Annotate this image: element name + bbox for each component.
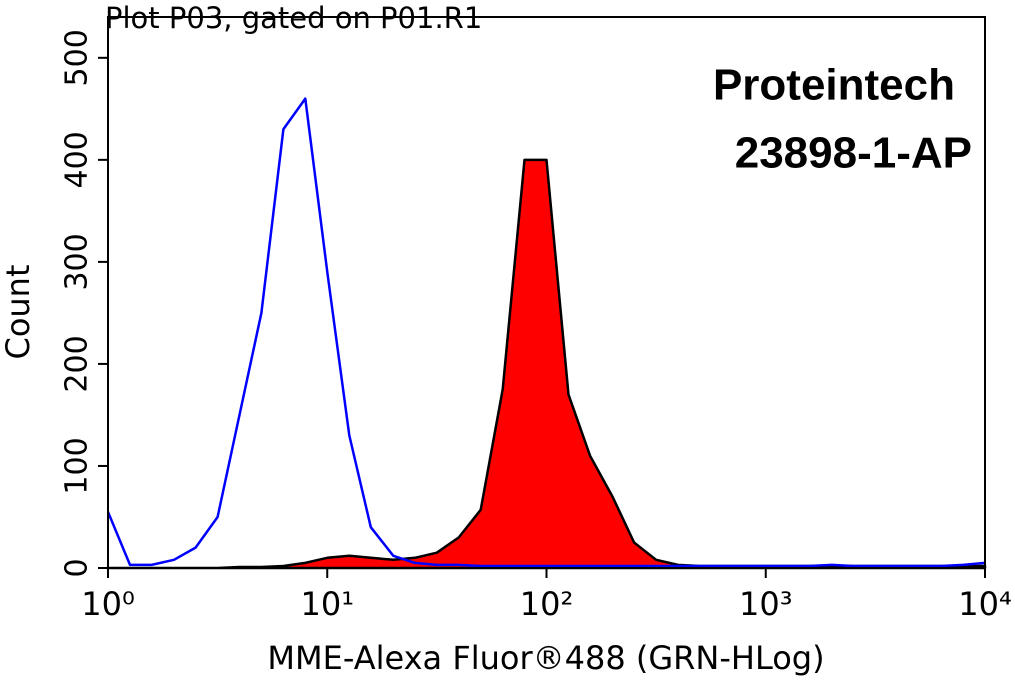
x-tick-label: 10² <box>520 585 574 623</box>
x-tick-label: 10⁴ <box>958 585 1012 623</box>
y-tick-label: 200 <box>60 335 95 392</box>
x-axis-label: MME-Alexa Fluor®488 (GRN-HLog) <box>267 639 824 677</box>
histogram-area <box>106 158 987 570</box>
x-tick-label: 10⁰ <box>81 585 135 623</box>
annotation: 23898-1-AP <box>735 129 972 178</box>
x-tick-label: 10³ <box>739 585 793 623</box>
y-tick-label: 0 <box>60 558 95 577</box>
y-tick-label: 100 <box>60 437 95 494</box>
y-tick-label: 300 <box>60 233 95 290</box>
histogram-line <box>106 97 986 568</box>
annotation: Proteintech <box>713 61 955 110</box>
y-tick-label: 400 <box>60 131 95 188</box>
y-tick-label: 500 <box>60 29 95 86</box>
x-tick-label: 10¹ <box>300 585 354 623</box>
y-axis-label: Count <box>0 264 37 359</box>
